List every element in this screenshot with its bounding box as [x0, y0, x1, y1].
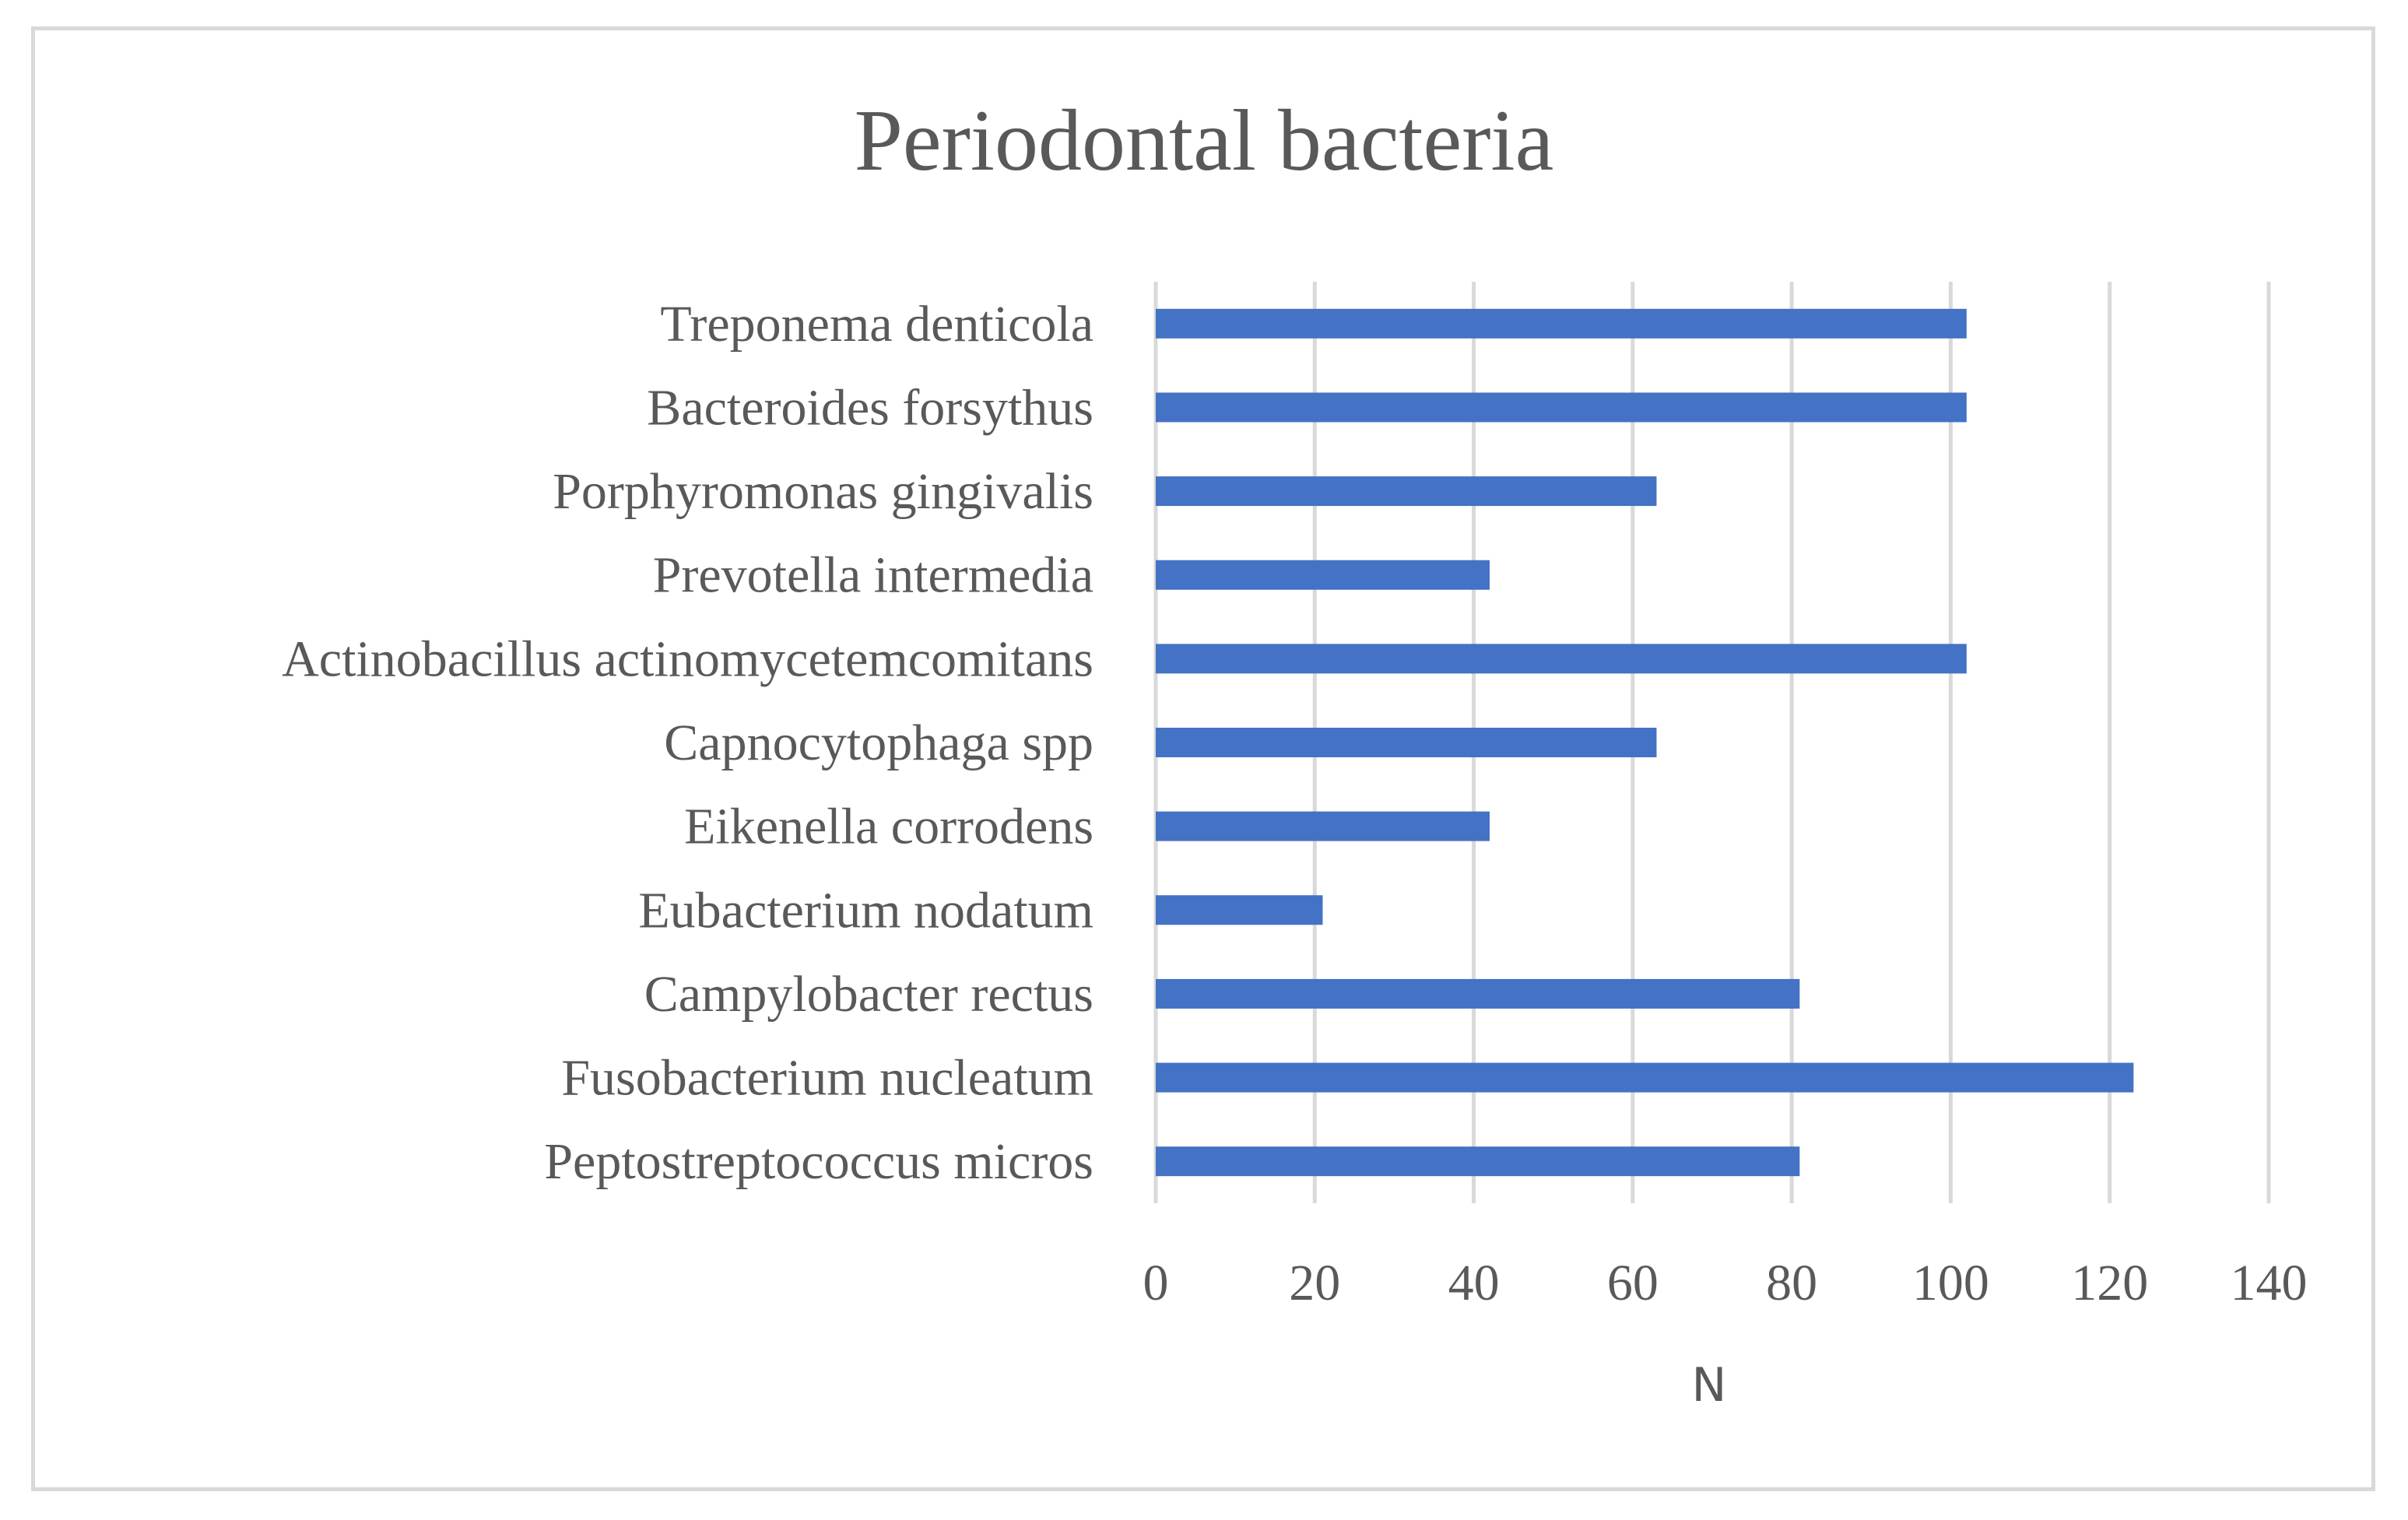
bar [1156, 1146, 1800, 1177]
x-tick-label: 60 [1607, 1255, 1659, 1311]
x-tick-label: 0 [1143, 1255, 1169, 1311]
category-label: Eubacterium nodatum [638, 882, 1093, 939]
bar [1156, 476, 1657, 507]
category-label: Bacteroides forsythus [647, 379, 1093, 436]
category-label: Porphyromonas gingivalis [553, 463, 1093, 520]
category-labels: Treponema denticola Bacteroides forsythus… [282, 296, 1093, 1190]
category-label: Eikenella corrodens [684, 799, 1093, 855]
category-label: Prevotella intermedia [653, 547, 1093, 604]
bar [1156, 811, 1490, 841]
x-tick-label: 140 [2231, 1255, 2308, 1311]
chart-title: Periodontal bacteria [854, 93, 1554, 189]
category-label: Peptostreptococcus micros [544, 1133, 1093, 1190]
category-label: Treponema denticola [660, 296, 1093, 353]
category-label: Actinobacillus actinomycetemcomitans [282, 630, 1093, 687]
x-tick-label: 100 [1912, 1255, 1989, 1311]
x-tick-labels: 0 20 40 60 80 100 120 140 [1143, 1255, 2308, 1311]
bar [1156, 560, 1490, 590]
x-axis-title: N [1692, 1358, 1727, 1413]
bar [1156, 308, 1967, 339]
chart-frame [31, 26, 2375, 1491]
bar [1156, 978, 1800, 1009]
category-label: Campylobacter rectus [644, 966, 1093, 1023]
bars [1156, 308, 2134, 1177]
x-tick-label: 40 [1448, 1255, 1500, 1311]
x-tick-label: 80 [1766, 1255, 1817, 1311]
bar [1156, 392, 1967, 423]
category-label: Capnocytophaga spp [664, 714, 1093, 771]
bar [1156, 895, 1323, 925]
category-label: Fusobacterium nucleatum [561, 1050, 1093, 1107]
bar [1156, 728, 1657, 757]
bar [1156, 644, 1967, 674]
x-tick-label: 120 [2071, 1255, 2148, 1311]
bar [1156, 1062, 2134, 1093]
x-tick-label: 20 [1289, 1255, 1340, 1311]
